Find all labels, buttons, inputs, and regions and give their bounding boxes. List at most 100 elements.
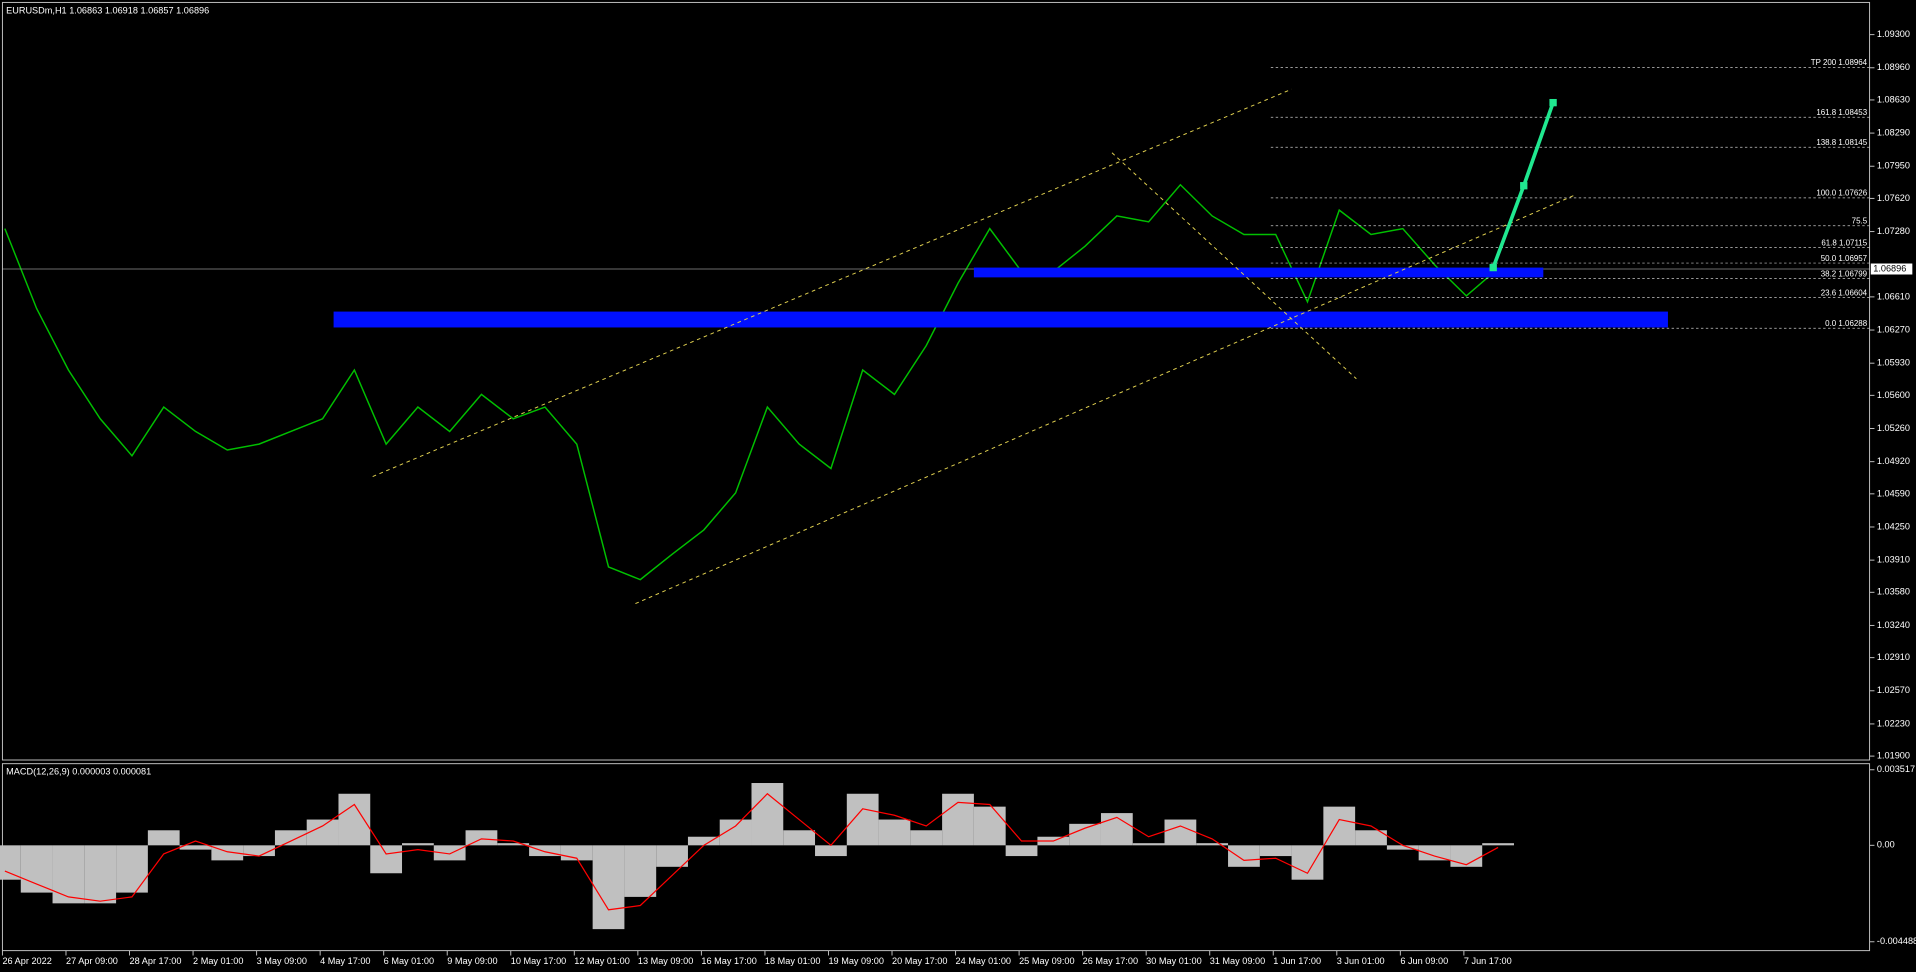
x-tick-label: 9 May 09:00 [447,956,497,966]
macd-bar [1418,845,1451,861]
macd-bar [1069,823,1101,846]
drawings [1,1,1871,952]
y-tick-label: 1.05930 [1877,358,1910,368]
macd-bar [0,845,21,880]
y-tick-label: 1.03910 [1877,555,1910,565]
macd-bar [370,845,403,874]
macd-bar [243,845,275,857]
macd-panel-border [1,763,1871,952]
macd-bar [497,843,530,846]
macd-bar [147,830,180,846]
macd-bar [179,845,212,850]
macd-bar [1482,843,1514,846]
fib-label: 138.8 1.08145 [1816,138,1867,147]
y-tick-label: 0.003517 [1877,764,1915,774]
x-tick-label: 10 May 17:00 [511,956,566,966]
macd-bar [1132,843,1165,846]
fib-label: TP 200 1.08964 [1811,58,1868,67]
x-tick-label: 31 May 09:00 [1210,956,1265,966]
macd-bar [1259,845,1292,857]
fib-label: 75.5 [1852,217,1868,226]
macd-bar [84,845,117,904]
macd-bar [624,845,657,897]
fib-label: 0.0 1.06288 [1825,319,1868,328]
macd-bar [465,830,498,846]
x-tick-label: 6 May 01:00 [384,956,434,966]
y-tick-label: 0.00 [1877,840,1895,850]
fib-label: 50.0 1.06957 [1821,254,1868,263]
signal-line [4,792,1499,911]
y-tick-label: 1.04920 [1877,456,1910,466]
macd-bar [751,783,784,846]
macd-bar [1005,845,1038,857]
x-tick-label: 2 May 01:00 [193,956,243,966]
macd-bar [529,845,561,857]
macd-bar [402,843,434,846]
macd-bar [338,793,371,846]
macd-bar [878,819,911,846]
macd-bar [656,845,688,867]
y-tick-label: 1.08960 [1877,62,1910,72]
y-tick-label: 1.02230 [1877,718,1910,728]
x-tick-label: 19 May 09:00 [828,956,883,966]
macd-bar [1228,845,1260,867]
x-tick-label: 20 May 17:00 [892,956,947,966]
support-zone [333,311,1668,328]
macd-bar [1355,830,1387,846]
macd-bar [1323,806,1356,846]
fib-label: 161.8 1.08453 [1816,108,1867,117]
y-tick-label: 1.03240 [1877,620,1910,630]
x-tick-label: 30 May 01:00 [1146,956,1201,966]
fib-label: 38.2 1.06799 [1821,269,1868,278]
macd-bar [973,806,1006,846]
x-tick-label: 6 Jun 09:00 [1400,956,1448,966]
x-tick-label: 25 May 09:00 [1019,956,1074,966]
projection-point [1520,182,1528,190]
fib-label: 100.0 1.07626 [1816,189,1867,198]
panel-title: EURUSDm,H1 1.06863 1.06918 1.06857 1.068… [6,5,209,15]
y-tick-label: 1.05260 [1877,423,1910,433]
y-tick-label: 1.09300 [1877,29,1910,39]
macd-bar [783,830,816,846]
projection-point [1489,263,1497,272]
price-line [4,183,1499,581]
macd-bar [433,845,466,861]
axes: 1.09300 1.08960 1.08630 1.08290 1.07950 1.076… [1,5,1916,966]
macd-bar [274,830,307,846]
macd-bar [592,845,625,930]
y-tick-label: 1.05600 [1877,390,1910,400]
macd-bar [20,845,53,893]
y-tick-label: -0.004488 [1877,936,1916,946]
macd-bar [1196,843,1229,846]
y-tick-label: 1.04250 [1877,521,1910,531]
x-tick-label: 12 May 01:00 [574,956,629,966]
panel-title: MACD(12,26,9) 0.000003 0.000081 [6,767,151,777]
macd-bar [1450,845,1483,867]
y-tick-label: 1.08630 [1877,94,1910,104]
y-tick-label: 1.01900 [1877,751,1910,761]
x-tick-label: 24 May 01:00 [956,956,1011,966]
x-tick-label: 4 May 17:00 [320,956,370,966]
y-tick-label: 1.08290 [1877,128,1910,138]
plot [0,67,1870,930]
resistance-zone [973,267,1544,278]
x-tick-label: 13 May 09:00 [638,956,693,966]
fib-label: 61.8 1.07115 [1821,238,1867,247]
price-panel-border [1,1,1871,761]
x-tick-label: 26 Apr 2022 [2,956,51,966]
macd-bar [52,845,85,904]
y-tick-label: 1.06270 [1877,324,1910,334]
channel-upper [372,88,1292,477]
channel-lower [635,195,1575,605]
x-tick-label: 28 Apr 17:00 [130,956,182,966]
x-tick-label: 27 Apr 09:00 [66,956,118,966]
x-tick-label: 3 May 09:00 [257,956,307,966]
y-tick-label: 1.04590 [1877,488,1910,498]
x-tick-label: 1 Jun 17:00 [1273,956,1321,966]
macd-bar [1291,845,1324,880]
projection-point [1549,98,1557,107]
y-tick-label: 1.07280 [1877,226,1910,236]
y-tick-label: 1.06610 [1877,291,1910,301]
x-tick-label: 18 May 01:00 [765,956,820,966]
